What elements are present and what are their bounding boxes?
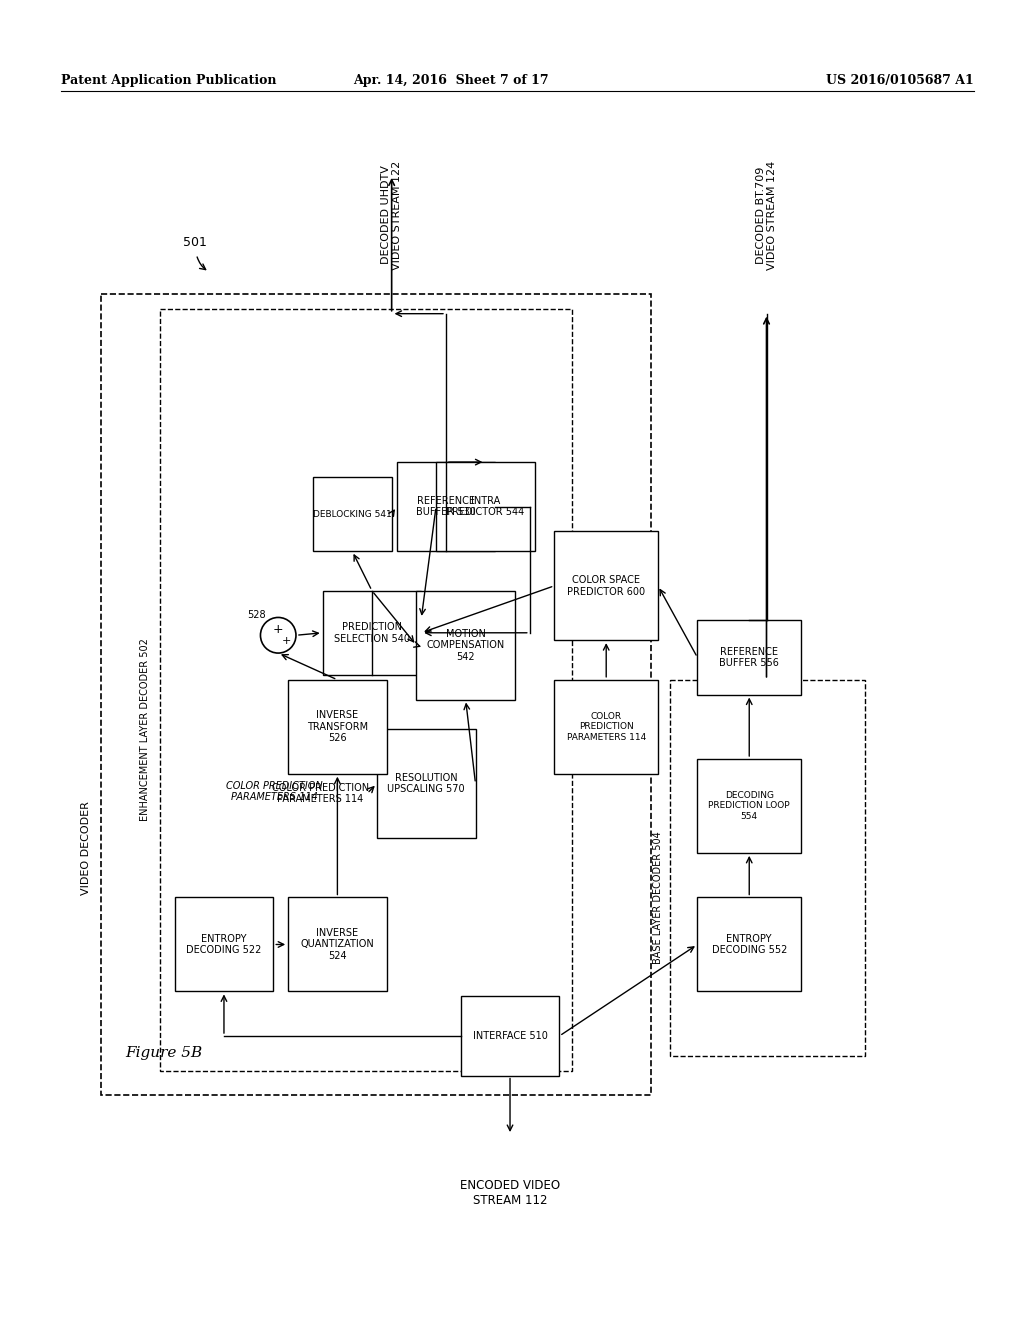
Text: COLOR
PREDICTION
PARAMETERS 114: COLOR PREDICTION PARAMETERS 114 <box>566 711 646 742</box>
Text: 528: 528 <box>247 610 266 620</box>
Text: DECODING
PREDICTION LOOP
554: DECODING PREDICTION LOOP 554 <box>709 791 791 821</box>
Text: COLOR PREDICTION
PARAMETERS 114: COLOR PREDICTION PARAMETERS 114 <box>271 783 369 804</box>
Text: BASE LAYER DECODER 504: BASE LAYER DECODER 504 <box>653 832 663 964</box>
Text: ENHANCEMENT LAYER DECODER 502: ENHANCEMENT LAYER DECODER 502 <box>140 638 151 821</box>
Text: Figure 5B: Figure 5B <box>125 1045 203 1060</box>
Bar <box>436 462 535 552</box>
Text: ENTROPY
DECODING 552: ENTROPY DECODING 552 <box>712 933 786 956</box>
Bar <box>554 532 658 640</box>
Text: ENTROPY
DECODING 522: ENTROPY DECODING 522 <box>186 933 262 956</box>
Text: MOTION
COMPENSATION
542: MOTION COMPENSATION 542 <box>427 628 505 661</box>
Text: DEBLOCKING 541: DEBLOCKING 541 <box>312 510 391 519</box>
Text: +: + <box>282 636 291 647</box>
Bar <box>377 729 475 838</box>
Bar <box>417 591 515 700</box>
Text: INVERSE
QUANTIZATION
524: INVERSE QUANTIZATION 524 <box>300 928 375 961</box>
Bar <box>323 591 421 675</box>
Text: +: + <box>273 623 284 636</box>
Text: VIDEO DECODER: VIDEO DECODER <box>81 801 91 895</box>
Text: INVERSE
TRANSFORM
526: INVERSE TRANSFORM 526 <box>307 710 368 743</box>
Bar <box>461 997 559 1076</box>
Bar <box>160 309 572 1071</box>
Text: Apr. 14, 2016  Sheet 7 of 17: Apr. 14, 2016 Sheet 7 of 17 <box>353 74 549 87</box>
Bar <box>288 898 387 991</box>
Text: US 2016/0105687 A1: US 2016/0105687 A1 <box>826 74 974 87</box>
Text: ENCODED VIDEO
STREAM 112: ENCODED VIDEO STREAM 112 <box>460 1180 560 1208</box>
Text: DECODED BT.709
VIDEO STREAM 124: DECODED BT.709 VIDEO STREAM 124 <box>756 160 777 269</box>
Text: INTRA
PREDICTOR 544: INTRA PREDICTOR 544 <box>446 496 524 517</box>
Text: REFERENCE
BUFFER 530: REFERENCE BUFFER 530 <box>416 496 476 517</box>
Text: COLOR SPACE
PREDICTOR 600: COLOR SPACE PREDICTOR 600 <box>567 576 645 597</box>
Bar <box>697 898 801 991</box>
Bar <box>175 898 273 991</box>
Bar <box>554 680 658 774</box>
Text: COLOR PREDICTION
PARAMETERS 114: COLOR PREDICTION PARAMETERS 114 <box>226 781 323 803</box>
Bar <box>288 680 387 774</box>
Text: PREDICTION
SELECTION 540: PREDICTION SELECTION 540 <box>334 622 410 644</box>
Text: RESOLUTION
UPSCALING 570: RESOLUTION UPSCALING 570 <box>387 774 465 795</box>
Bar <box>697 759 801 853</box>
Text: DECODED UHDTV
VIDEO STREAM 122: DECODED UHDTV VIDEO STREAM 122 <box>381 160 402 269</box>
Bar <box>100 294 651 1096</box>
Bar <box>396 462 496 552</box>
Text: Patent Application Publication: Patent Application Publication <box>61 74 276 87</box>
Text: REFERENCE
BUFFER 556: REFERENCE BUFFER 556 <box>719 647 779 668</box>
Text: INTERFACE 510: INTERFACE 510 <box>473 1031 548 1041</box>
Bar <box>697 620 801 694</box>
Text: 501: 501 <box>182 236 207 249</box>
Bar <box>312 477 391 552</box>
Bar <box>670 680 865 1056</box>
